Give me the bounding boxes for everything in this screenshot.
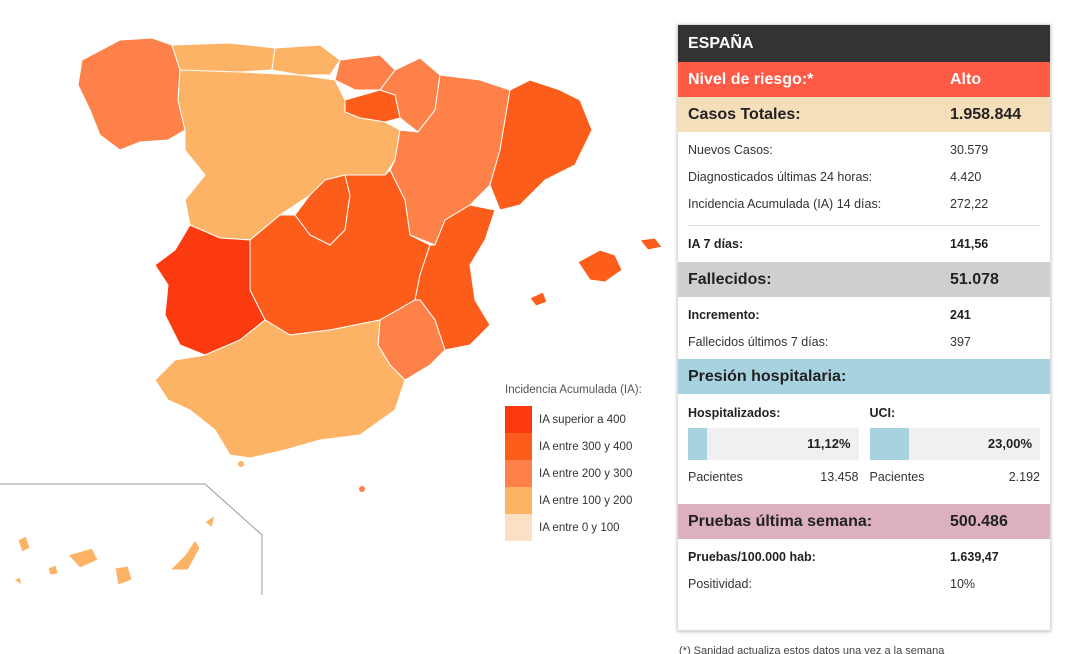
hospital-pressure-band: Presión hospitalaria: xyxy=(678,359,1050,394)
legend-item: IA entre 100 y 200 xyxy=(505,487,665,514)
total-cases-band: Casos Totales: 1.958.844 xyxy=(678,97,1050,132)
hospitalized-bar: 11,12% xyxy=(688,428,859,460)
legend-label: IA superior a 400 xyxy=(539,413,626,426)
stat-row: Positividad: 10% xyxy=(678,570,1050,597)
legend-swatch xyxy=(505,406,532,433)
legend-item: IA entre 200 y 300 xyxy=(505,460,665,487)
patients-label: Pacientes xyxy=(688,470,743,484)
icu-bar: 23,00% xyxy=(869,428,1040,460)
divider xyxy=(688,225,1040,226)
region-andalucia[interactable] xyxy=(154,319,406,459)
tests-label: Pruebas última semana: xyxy=(688,512,873,530)
stat-row: Diagnosticados últimas 24 horas: 4.420 xyxy=(678,163,1050,190)
stat-row: Nuevos Casos: 30.579 xyxy=(678,136,1050,163)
legend-label: IA entre 0 y 100 xyxy=(539,521,620,534)
region-melilla[interactable] xyxy=(359,486,365,492)
icu-bar-fill xyxy=(869,428,909,460)
patients-value: 13.458 xyxy=(820,470,859,484)
region-valencia[interactable] xyxy=(414,204,496,351)
legend-swatch xyxy=(505,514,532,541)
region-cantabria[interactable] xyxy=(271,44,341,76)
stat-row: Incremento: 241 xyxy=(678,301,1050,328)
total-cases-label: Casos Totales: xyxy=(688,105,801,123)
stat-label: Fallecidos últimos 7 días: xyxy=(688,334,829,349)
stat-label: Nuevos Casos: xyxy=(688,142,773,157)
total-cases-value: 1.958.844 xyxy=(950,105,1022,123)
stat-value: 1.639,47 xyxy=(950,549,999,564)
tests-band: Pruebas última semana: 500.486 xyxy=(678,504,1050,539)
region-asturias[interactable] xyxy=(171,42,276,75)
stat-label: Pruebas/100.000 hab: xyxy=(688,549,816,564)
footnote: (*) Sanidad actualiza estos datos una ve… xyxy=(679,645,945,654)
legend-item: IA entre 300 y 400 xyxy=(505,433,665,460)
icu-pct: 23,00% xyxy=(987,436,1032,451)
region-menorca[interactable] xyxy=(639,237,663,251)
icu-title: UCI: xyxy=(869,406,896,420)
deaths-value: 51.078 xyxy=(950,270,999,288)
stat-row: Pruebas/100.000 hab: 1.639,47 xyxy=(678,543,1050,570)
legend-swatch xyxy=(505,460,532,487)
spain-stats-panel: ESPAÑA Nivel de riesgo:* Alto Casos Tota… xyxy=(677,24,1051,631)
stat-value: 10% xyxy=(950,576,976,591)
hospitalized-bar-fill xyxy=(688,428,707,460)
legend-item: IA superior a 400 xyxy=(505,406,665,433)
deaths-label: Fallecidos: xyxy=(688,270,772,288)
legend-item: IA entre 0 y 100 xyxy=(505,514,665,541)
region-cataluna[interactable] xyxy=(489,79,593,211)
legend-title: Incidencia Acumulada (IA): xyxy=(505,384,642,396)
stat-value: 397 xyxy=(950,334,971,349)
stat-value: 272,22 xyxy=(950,196,989,211)
hospitalized-column: Hospitalizados: 11,12% Pacientes 13.458 xyxy=(688,402,859,504)
stat-row: Fallecidos últimos 7 días: 397 xyxy=(678,328,1050,355)
icu-patients: Pacientes 2.192 xyxy=(870,470,1041,484)
stat-value: 30.579 xyxy=(950,142,989,157)
region-ibiza[interactable] xyxy=(529,291,548,307)
region-mallorca[interactable] xyxy=(577,249,623,283)
region-ceuta[interactable] xyxy=(238,461,244,467)
ia7-label: IA 7 días: xyxy=(688,237,744,251)
legend-swatch xyxy=(505,487,532,514)
region-galicia[interactable] xyxy=(77,37,186,151)
panel-title: ESPAÑA xyxy=(688,34,754,52)
stat-row: Incidencia Acumulada (IA) 14 días: 272,2… xyxy=(678,190,1050,217)
ia7-value: 141,56 xyxy=(950,237,989,251)
stat-value: 241 xyxy=(950,307,971,322)
deaths-band: Fallecidos: 51.078 xyxy=(678,262,1050,297)
icu-column: UCI: 23,00% Pacientes 2.192 xyxy=(869,402,1041,504)
panel-header: ESPAÑA xyxy=(678,25,1050,62)
patients-label: Pacientes xyxy=(869,470,925,484)
stat-value: 4.420 xyxy=(950,169,982,184)
tests-value: 500.486 xyxy=(950,512,1008,530)
stat-label: Incidencia Acumulada (IA) 14 días: xyxy=(688,196,882,211)
spain-choropleth-map xyxy=(0,37,663,595)
risk-level-band: Nivel de riesgo:* Alto xyxy=(678,62,1050,97)
stat-label: Positividad: xyxy=(688,576,752,591)
legend-label: IA entre 200 y 300 xyxy=(539,467,633,480)
risk-label: Nivel de riesgo:* xyxy=(688,70,814,88)
canarias-inset-frame xyxy=(0,483,263,595)
patients-value: 2.192 xyxy=(1008,470,1040,484)
hospitalized-patients: Pacientes 13.458 xyxy=(688,470,859,484)
region-canarias[interactable] xyxy=(12,513,216,587)
hospitalized-pct: 11,12% xyxy=(807,436,851,451)
ia7-row: IA 7 días: 141,56 xyxy=(678,226,1050,262)
risk-value: Alto xyxy=(950,70,982,88)
hospitalized-title: Hospitalizados: xyxy=(688,406,781,420)
stat-label: Incremento: xyxy=(688,307,760,322)
legend-swatch xyxy=(505,433,532,460)
stat-label: Diagnosticados últimas 24 horas: xyxy=(688,169,873,184)
map-legend: Incidencia Acumulada (IA): IA superior a… xyxy=(505,384,665,541)
legend-label: IA entre 100 y 200 xyxy=(539,494,633,507)
hospital-pressure-label: Presión hospitalaria: xyxy=(688,367,847,385)
legend-label: IA entre 300 y 400 xyxy=(539,440,633,453)
hospital-pressure-section: Hospitalizados: 11,12% Pacientes 13.458 … xyxy=(678,394,1050,504)
